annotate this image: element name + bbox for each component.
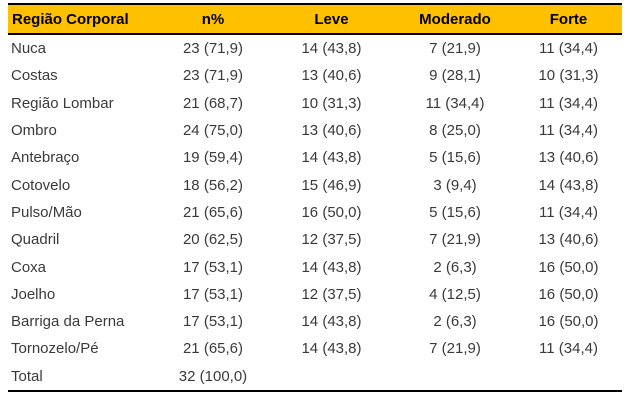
table-cell: 20 (62,5) [182, 231, 244, 249]
table-cell: 12 (37,5) [301, 285, 362, 303]
table-cell: 18 (56,2) [182, 176, 244, 194]
table-cell: 16 (50,0) [538, 258, 599, 276]
table-row: Coxa 17 (53,1) 14 (43,8) 2 (6,3) 16 (50,… [8, 253, 622, 280]
header-row: Região Corporal n% Leve Moderado Forte [8, 3, 622, 35]
table-cell: 5 (15,6) [429, 149, 481, 167]
row-label: Quadril [11, 231, 60, 249]
body-regions-table: Região Corporal n% Leve Moderado Forte N… [8, 3, 622, 392]
row-label: Nuca [11, 40, 47, 58]
table-cell: 5 (15,6) [429, 203, 481, 221]
row-label: Região Lombar [11, 94, 114, 112]
body-regions-table-container: Região Corporal n% Leve Moderado Forte N… [8, 3, 622, 392]
row-label: Cotovelo [11, 176, 71, 194]
table-cell: 11 (34,4) [539, 40, 598, 58]
table-row: Ombro 24 (75,0) 13 (40,6) 8 (25,0) 11 (3… [8, 117, 622, 144]
table-row: Quadril 20 (62,5) 12 (37,5) 7 (21,9) 13 … [8, 226, 622, 253]
column-header-moderado: Moderado [395, 3, 515, 35]
table-cell: 7 (21,9) [429, 340, 481, 358]
table-cell: 14 (43,8) [301, 149, 362, 167]
table-cell: 11 (34,4) [539, 340, 598, 358]
row-label: Tornozelo/Pé [11, 340, 99, 358]
table-cell: 21 (65,6) [182, 340, 244, 358]
table-row-total: Total 32 (100,0) [8, 363, 622, 391]
table-cell: 2 (6,3) [433, 258, 477, 276]
table-cell: 23 (71,9) [182, 67, 244, 85]
table-row: Antebraço 19 (59,4) 14 (43,8) 5 (15,6) 1… [8, 144, 622, 171]
table-cell [268, 363, 395, 391]
table-cell: 10 (31,3) [538, 67, 599, 85]
table-cell: 14 (43,8) [301, 340, 362, 358]
table-cell: 17 (53,1) [182, 258, 244, 276]
row-label: Barriga da Perna [11, 313, 125, 331]
table-cell: 14 (43,8) [301, 258, 362, 276]
table-cell: 17 (53,1) [182, 313, 244, 331]
table-cell: 12 (37,5) [301, 231, 362, 249]
column-header-leve: Leve [268, 3, 395, 35]
table-cell [515, 363, 622, 391]
table-cell: 14 (43,8) [538, 176, 599, 194]
table-cell: 21 (65,6) [182, 203, 244, 221]
table-cell: 13 (40,6) [301, 122, 362, 140]
row-label: Antebraço [11, 149, 80, 167]
table-row: Região Lombar 21 (68,7) 10 (31,3) 11 (34… [8, 90, 622, 117]
table-cell: 3 (9,4) [433, 176, 477, 194]
table-cell: 11 (34,4) [539, 203, 598, 221]
row-label: Coxa [11, 258, 47, 276]
table-cell: 13 (40,6) [538, 149, 599, 167]
table-cell: 14 (43,8) [301, 313, 362, 331]
table-cell: 16 (50,0) [301, 203, 362, 221]
table-cell: 14 (43,8) [301, 40, 362, 58]
table-cell: 16 (50,0) [538, 313, 599, 331]
table-cell: 11 (34,4) [425, 94, 485, 112]
row-label: Ombro [11, 122, 57, 140]
table-row: Costas 23 (71,9) 13 (40,6) 9 (28,1) 10 (… [8, 62, 622, 89]
table-row: Tornozelo/Pé 21 (65,6) 14 (43,8) 7 (21,9… [8, 335, 622, 362]
table-cell: 21 (68,7) [182, 94, 244, 112]
table-cell: 24 (75,0) [182, 122, 244, 140]
table-cell [395, 363, 515, 391]
column-header-n-percent: n% [158, 3, 268, 35]
table-cell: 10 (31,3) [301, 94, 362, 112]
table-cell: 13 (40,6) [538, 231, 599, 249]
table-cell: 7 (21,9) [429, 231, 481, 249]
table-cell: 19 (59,4) [182, 149, 244, 167]
table-cell: 11 (34,4) [539, 122, 598, 140]
table-cell: 9 (28,1) [429, 67, 481, 85]
row-label: Joelho [11, 285, 56, 303]
column-header-regiao-corporal: Região Corporal [8, 3, 158, 35]
table-cell: 4 (12,5) [429, 285, 481, 303]
table-cell: 23 (71,9) [182, 40, 244, 58]
table-row: Cotovelo 18 (56,2) 15 (46,9) 3 (9,4) 14 … [8, 171, 622, 198]
table-cell: 32 (100,0) [178, 367, 248, 385]
table-row: Pulso/Mão 21 (65,6) 16 (50,0) 5 (15,6) 1… [8, 199, 622, 226]
row-label: Total [11, 367, 43, 385]
row-label: Costas [11, 67, 58, 85]
table-cell: 7 (21,9) [429, 40, 481, 58]
column-header-forte: Forte [515, 3, 622, 35]
row-label: Pulso/Mão [11, 203, 82, 221]
table-cell: 11 (34,4) [539, 94, 598, 112]
table-cell: 15 (46,9) [301, 176, 362, 194]
table-row: Barriga da Perna 17 (53,1) 14 (43,8) 2 (… [8, 308, 622, 335]
table-cell: 8 (25,0) [429, 122, 481, 140]
table-cell: 17 (53,1) [182, 285, 244, 303]
table-row: Nuca 23 (71,9) 14 (43,8) 7 (21,9) 11 (34… [8, 34, 622, 62]
table-cell: 13 (40,6) [301, 67, 362, 85]
table-row: Joelho 17 (53,1) 12 (37,5) 4 (12,5) 16 (… [8, 281, 622, 308]
table-cell: 2 (6,3) [433, 313, 477, 331]
table-cell: 16 (50,0) [538, 285, 599, 303]
